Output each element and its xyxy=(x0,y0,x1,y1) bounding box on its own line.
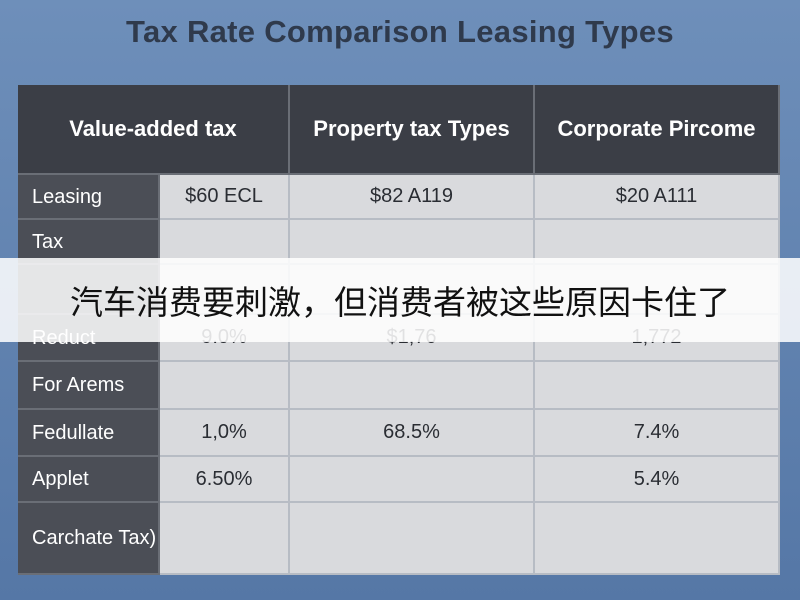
table-cell: 6.50% xyxy=(160,457,290,503)
row-label: For Arems xyxy=(18,362,160,410)
header-cell: Corporate Pircome xyxy=(535,85,780,175)
row-label: Leasing xyxy=(18,175,160,220)
table-cell: 1,0% xyxy=(160,410,290,457)
header-cell: Property tax Types xyxy=(290,85,535,175)
table-cell xyxy=(160,362,290,410)
table-cell: 7.4% xyxy=(535,410,780,457)
table-cell xyxy=(535,362,780,410)
table-cell xyxy=(160,503,290,575)
title: Tax Rate Comparison Leasing Types xyxy=(126,14,674,49)
caption: 汽车消费要刺激，但消费者被这些原因卡住了 xyxy=(70,283,730,322)
table-cell xyxy=(290,362,535,410)
table-cell: 5.4% xyxy=(535,457,780,503)
table-cell: 68.5% xyxy=(290,410,535,457)
table-cell: $60 ECL xyxy=(160,175,290,220)
header-cell: Value-added tax xyxy=(18,85,290,175)
table-cell xyxy=(290,503,535,575)
row-label: Applet xyxy=(18,457,160,503)
table-cell xyxy=(290,457,535,503)
row-label: Carchate Tax) xyxy=(18,503,160,575)
caption-banner: 汽车消费要刺激，但消费者被这些原因卡住了 xyxy=(0,258,800,342)
table-cell xyxy=(160,220,290,265)
table-cell: $20 A111 xyxy=(535,175,780,220)
table-cell: $82 A119 xyxy=(290,175,535,220)
table-cell xyxy=(535,503,780,575)
row-label: Fedullate xyxy=(18,410,160,457)
